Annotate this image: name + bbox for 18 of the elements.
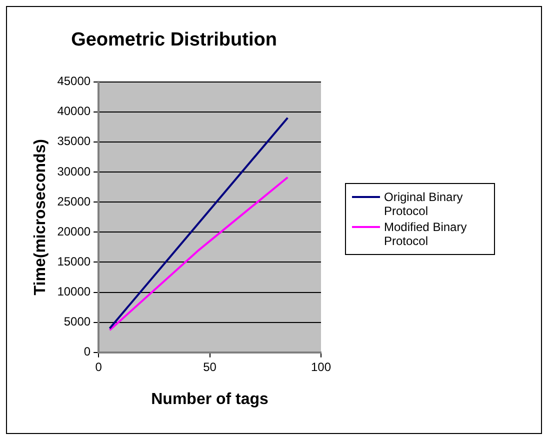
y-tick-label: 10000 — [57, 284, 91, 299]
legend-label: Modified Binary Protocol — [384, 220, 468, 248]
x-axis-title: Number of tags — [151, 390, 269, 408]
x-tick-label: 0 — [95, 360, 102, 374]
y-tick-label: 20000 — [57, 224, 91, 238]
y-tick-label: 25000 — [57, 194, 91, 208]
y-tick-label: 0 — [84, 344, 91, 359]
y-tick-label: 15000 — [57, 254, 91, 269]
y-tick-label: 30000 — [57, 164, 91, 178]
chart-title: Geometric Distribution — [71, 30, 277, 51]
y-tick-label: 5000 — [64, 314, 91, 329]
y-tick-label: 45000 — [57, 74, 91, 88]
y-tick-label: 35000 — [57, 134, 91, 148]
y-tick-label: 40000 — [57, 104, 91, 118]
x-tick-label: 100 — [310, 360, 332, 374]
y-axis-title: Time(microseconds) — [32, 139, 50, 296]
legend-label: Original Binary Protocol — [384, 190, 464, 218]
x-tick-label: 50 — [203, 360, 217, 374]
